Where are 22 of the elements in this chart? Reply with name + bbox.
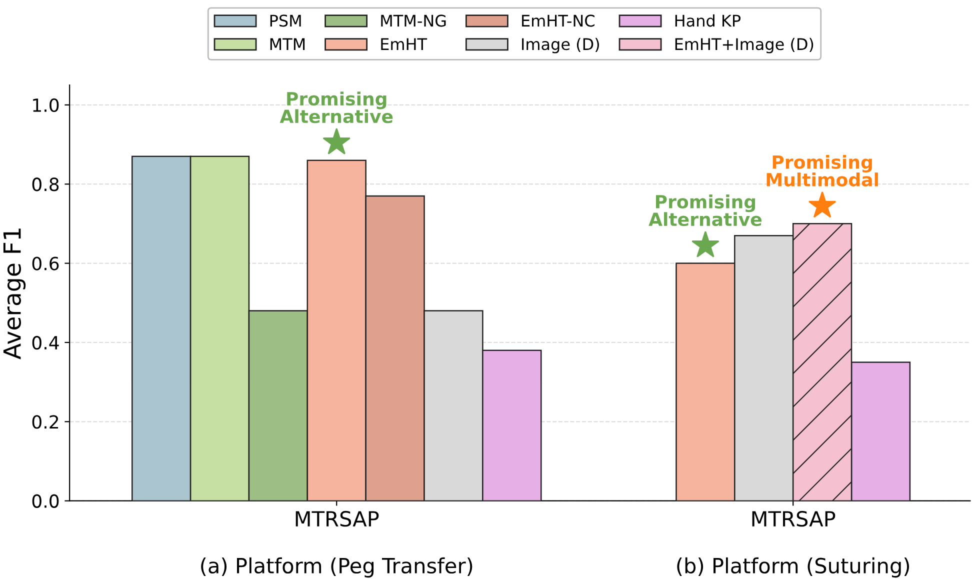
y-tick-label: 0.2	[32, 415, 58, 429]
text: (b) Platform (Suturing)	[677, 557, 910, 578]
legend-label: Image (D)	[522, 38, 599, 54]
x-tick-label: MTRSAP	[296, 510, 379, 527]
legend-label: EmHT	[381, 38, 428, 50]
annotation: Promising Alternative	[280, 92, 393, 124]
legend-label: MTM-NG	[381, 14, 446, 27]
legend-label: PSM	[270, 14, 301, 27]
annotation: Promising Alternative	[648, 194, 762, 226]
y-tick-label: 1.0	[33, 98, 59, 112]
legend-label: EmHT-NC	[522, 14, 594, 27]
y-tick-label: 0.8	[32, 178, 59, 192]
annotation: Promising Multimodal	[766, 154, 878, 187]
legend-label: EmHT+Image (D)	[675, 38, 814, 54]
y-tick-label: 0.4	[32, 336, 59, 350]
y-tick-label: 0.0	[32, 494, 59, 508]
x-tick-label: MTRSAP	[752, 510, 836, 527]
legend-label: Hand KP	[675, 14, 741, 27]
text: (a) Platform (Peg Transfer)	[201, 557, 472, 578]
legend-label: MTM	[270, 38, 305, 50]
y-tick-label: 0.6	[32, 256, 59, 270]
y-axis-title: Average F1	[3, 228, 26, 360]
